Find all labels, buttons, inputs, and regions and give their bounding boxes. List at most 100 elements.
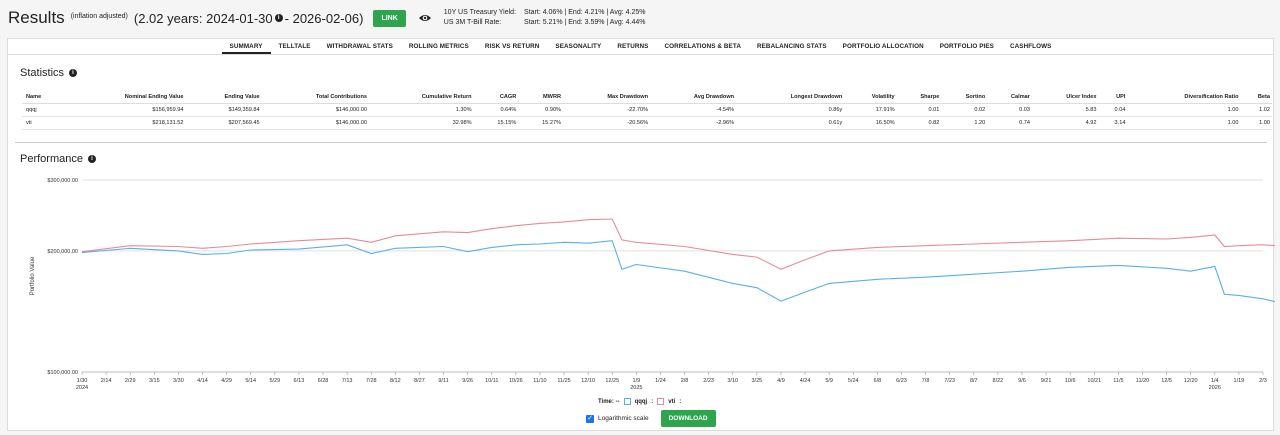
table-cell: 0.90% (518, 103, 564, 117)
x-tick-label: 9/6 (1018, 378, 1026, 384)
column-header[interactable]: Max Drawdown (563, 91, 651, 104)
table-cell: 0.04 (1098, 103, 1128, 117)
table-cell: -4.54% (650, 103, 737, 117)
link-button[interactable]: LINK (373, 9, 406, 27)
x-tick-label: 6/23 (896, 378, 907, 384)
x-tick-label: 6/28 (318, 378, 329, 384)
logarithmic-scale-checkbox[interactable]: ✓ (586, 414, 594, 423)
table-cell: -2.96% (650, 116, 737, 130)
tab-rebalancing-stats[interactable]: REBALANCING STATS (756, 43, 827, 50)
column-header[interactable]: Diversification Ratio (1127, 91, 1241, 104)
column-header[interactable]: Nominal Ending Value (63, 91, 186, 104)
x-tick-label: 7/23 (944, 378, 955, 384)
x-tick-label: 9/21 (1041, 378, 1052, 384)
legend-vti-label[interactable]: vti (668, 398, 676, 405)
inflation-adjusted-note: (inflation adjusted) (70, 12, 128, 20)
table-row: qqqj $156,959.94 $149,359.84 $146,000.00 1.3… (22, 103, 1272, 117)
legend-qqqj-swatch[interactable] (623, 398, 631, 405)
x-year-label: 2024 (76, 385, 88, 391)
table-cell: 0.64% (473, 103, 519, 117)
x-tick-label: 5/24 (848, 378, 859, 384)
performance-info-icon[interactable]: i (87, 155, 96, 163)
x-tick-label: 11/10 (533, 378, 546, 384)
table-cell: $146,000.00 (261, 116, 369, 130)
tab-returns[interactable]: RETURNS (617, 43, 649, 50)
series-line-qqqj[interactable] (81, 240, 1275, 303)
performance-chart[interactable]: $100,000.00 $200,000.00 $300,000.00 1/30 2/1… (8, 164, 1275, 396)
x-tick-label: 3/10 (727, 378, 738, 384)
info-icon[interactable]: i (274, 14, 283, 22)
x-tick-label: 8/7 (970, 378, 978, 384)
x-tick-label: 7/8 (922, 378, 930, 384)
column-header[interactable]: Sharpe (896, 91, 942, 104)
table-cell: 5.83 (1031, 103, 1099, 117)
table-cell: $218,131.52 (63, 116, 186, 130)
column-header[interactable]: MWRR (518, 91, 564, 104)
table-cell: 32.98% (369, 116, 474, 130)
column-header[interactable]: Volatility (844, 91, 897, 104)
eye-icon[interactable] (418, 11, 432, 25)
x-tick-label: 6/8 (874, 378, 882, 384)
column-header[interactable]: Cumulative Return (369, 91, 474, 104)
column-header[interactable]: Calmar (987, 91, 1032, 104)
tab-portfolio-pies[interactable]: PORTFOLIO PIES (939, 43, 994, 50)
tab-correlations-beta[interactable]: CORRELATIONS & BETA (664, 43, 741, 50)
x-tick-label: 5/29 (269, 378, 280, 384)
column-header[interactable]: Name (22, 91, 64, 104)
x-tick-label: 9/11 (438, 378, 448, 384)
column-header[interactable]: CAGR (473, 91, 519, 104)
table-cell: 15.15% (473, 116, 519, 130)
table-cell: $156,959.94 (63, 103, 186, 117)
x-tick-label: 7/28 (366, 378, 377, 384)
tab-risk-vs-return[interactable]: RISK VS RETURN (484, 43, 540, 50)
download-button[interactable]: DOWNLOAD (660, 410, 716, 427)
tab-withdrawal-stats[interactable]: WITHDRAWAL STATS (326, 43, 393, 50)
date-range-end: - 2026-02-06) (284, 10, 364, 26)
table-cell: 1.30% (369, 103, 474, 117)
legend-vti-swatch[interactable] (657, 398, 665, 405)
tab-telltale[interactable]: TELLTALE (278, 43, 311, 50)
x-tick-label: 3/30 (173, 378, 184, 384)
x-tick-label: 4/24 (800, 378, 811, 384)
x-year-label: 2025 (630, 385, 642, 391)
y-axis-label: Portfolio Value (30, 256, 36, 295)
series-line-vti[interactable] (81, 218, 1275, 270)
column-header[interactable]: Longest Drawdown (736, 91, 845, 104)
column-header[interactable]: Total Contributions (261, 91, 369, 104)
tab-seasonality[interactable]: SEASONALITY (555, 43, 602, 50)
y-tick-label: $300,000.00 (47, 178, 78, 184)
tbill-values: Start: 5.21% | End: 3.59% | Avg: 4.44% (524, 19, 646, 26)
x-tick-label: 12/20 (1184, 378, 1198, 384)
date-range: (2.02 years: 2024-01-30 i - 2026-02-06) (134, 11, 364, 26)
treasury-label: 10Y US Treasury Yield: (443, 9, 517, 16)
table-cell: 0.86y (736, 103, 845, 117)
tab-summary[interactable]: SUMMARY (221, 39, 271, 54)
x-year-label: 2026 (1209, 385, 1221, 391)
column-header[interactable]: Ulcer Index (1031, 91, 1099, 104)
table-cell: 0.03 (987, 103, 1032, 117)
legend-time: Time: -- (598, 398, 620, 405)
column-header[interactable]: Avg Drawdown (650, 91, 737, 104)
x-tick-label: 1/24 (655, 378, 666, 384)
tab-cashflows[interactable]: CASHFLOWS (1009, 43, 1052, 50)
x-tick-label: 2/3 (1259, 378, 1267, 384)
statistics-info-icon[interactable]: i (69, 69, 78, 77)
table-cell: 15.27% (518, 116, 564, 130)
tab-rolling-metrics[interactable]: ROLLING METRICS (408, 43, 469, 50)
column-header[interactable]: UPI (1098, 91, 1128, 104)
table-cell: $149,359.84 (185, 103, 262, 117)
x-tick-label: 1/4 (1211, 378, 1219, 384)
legend-qqqj-label[interactable]: qqqj (634, 398, 648, 405)
table-cell: 1.20 (941, 116, 988, 130)
table-cell: 1.02 (1240, 103, 1272, 117)
column-header[interactable]: Sortino (941, 91, 988, 104)
table-cell: 0.82 (896, 116, 942, 130)
column-header[interactable]: Beta (1240, 91, 1272, 104)
x-tick-label: 1/19 (1234, 378, 1245, 384)
statistics-header-row: Name Nominal Ending Value Ending Value Tota… (22, 91, 1272, 104)
treasury-values: Start: 4.06% | End: 4.21% | Avg: 4.25% (524, 9, 646, 16)
x-tick-label: 8/27 (414, 378, 425, 384)
x-tick-label: 1/30 (77, 378, 88, 384)
column-header[interactable]: Ending Value (185, 91, 262, 104)
tab-portfolio-allocation[interactable]: PORTFOLIO ALLOCATION (842, 43, 924, 50)
